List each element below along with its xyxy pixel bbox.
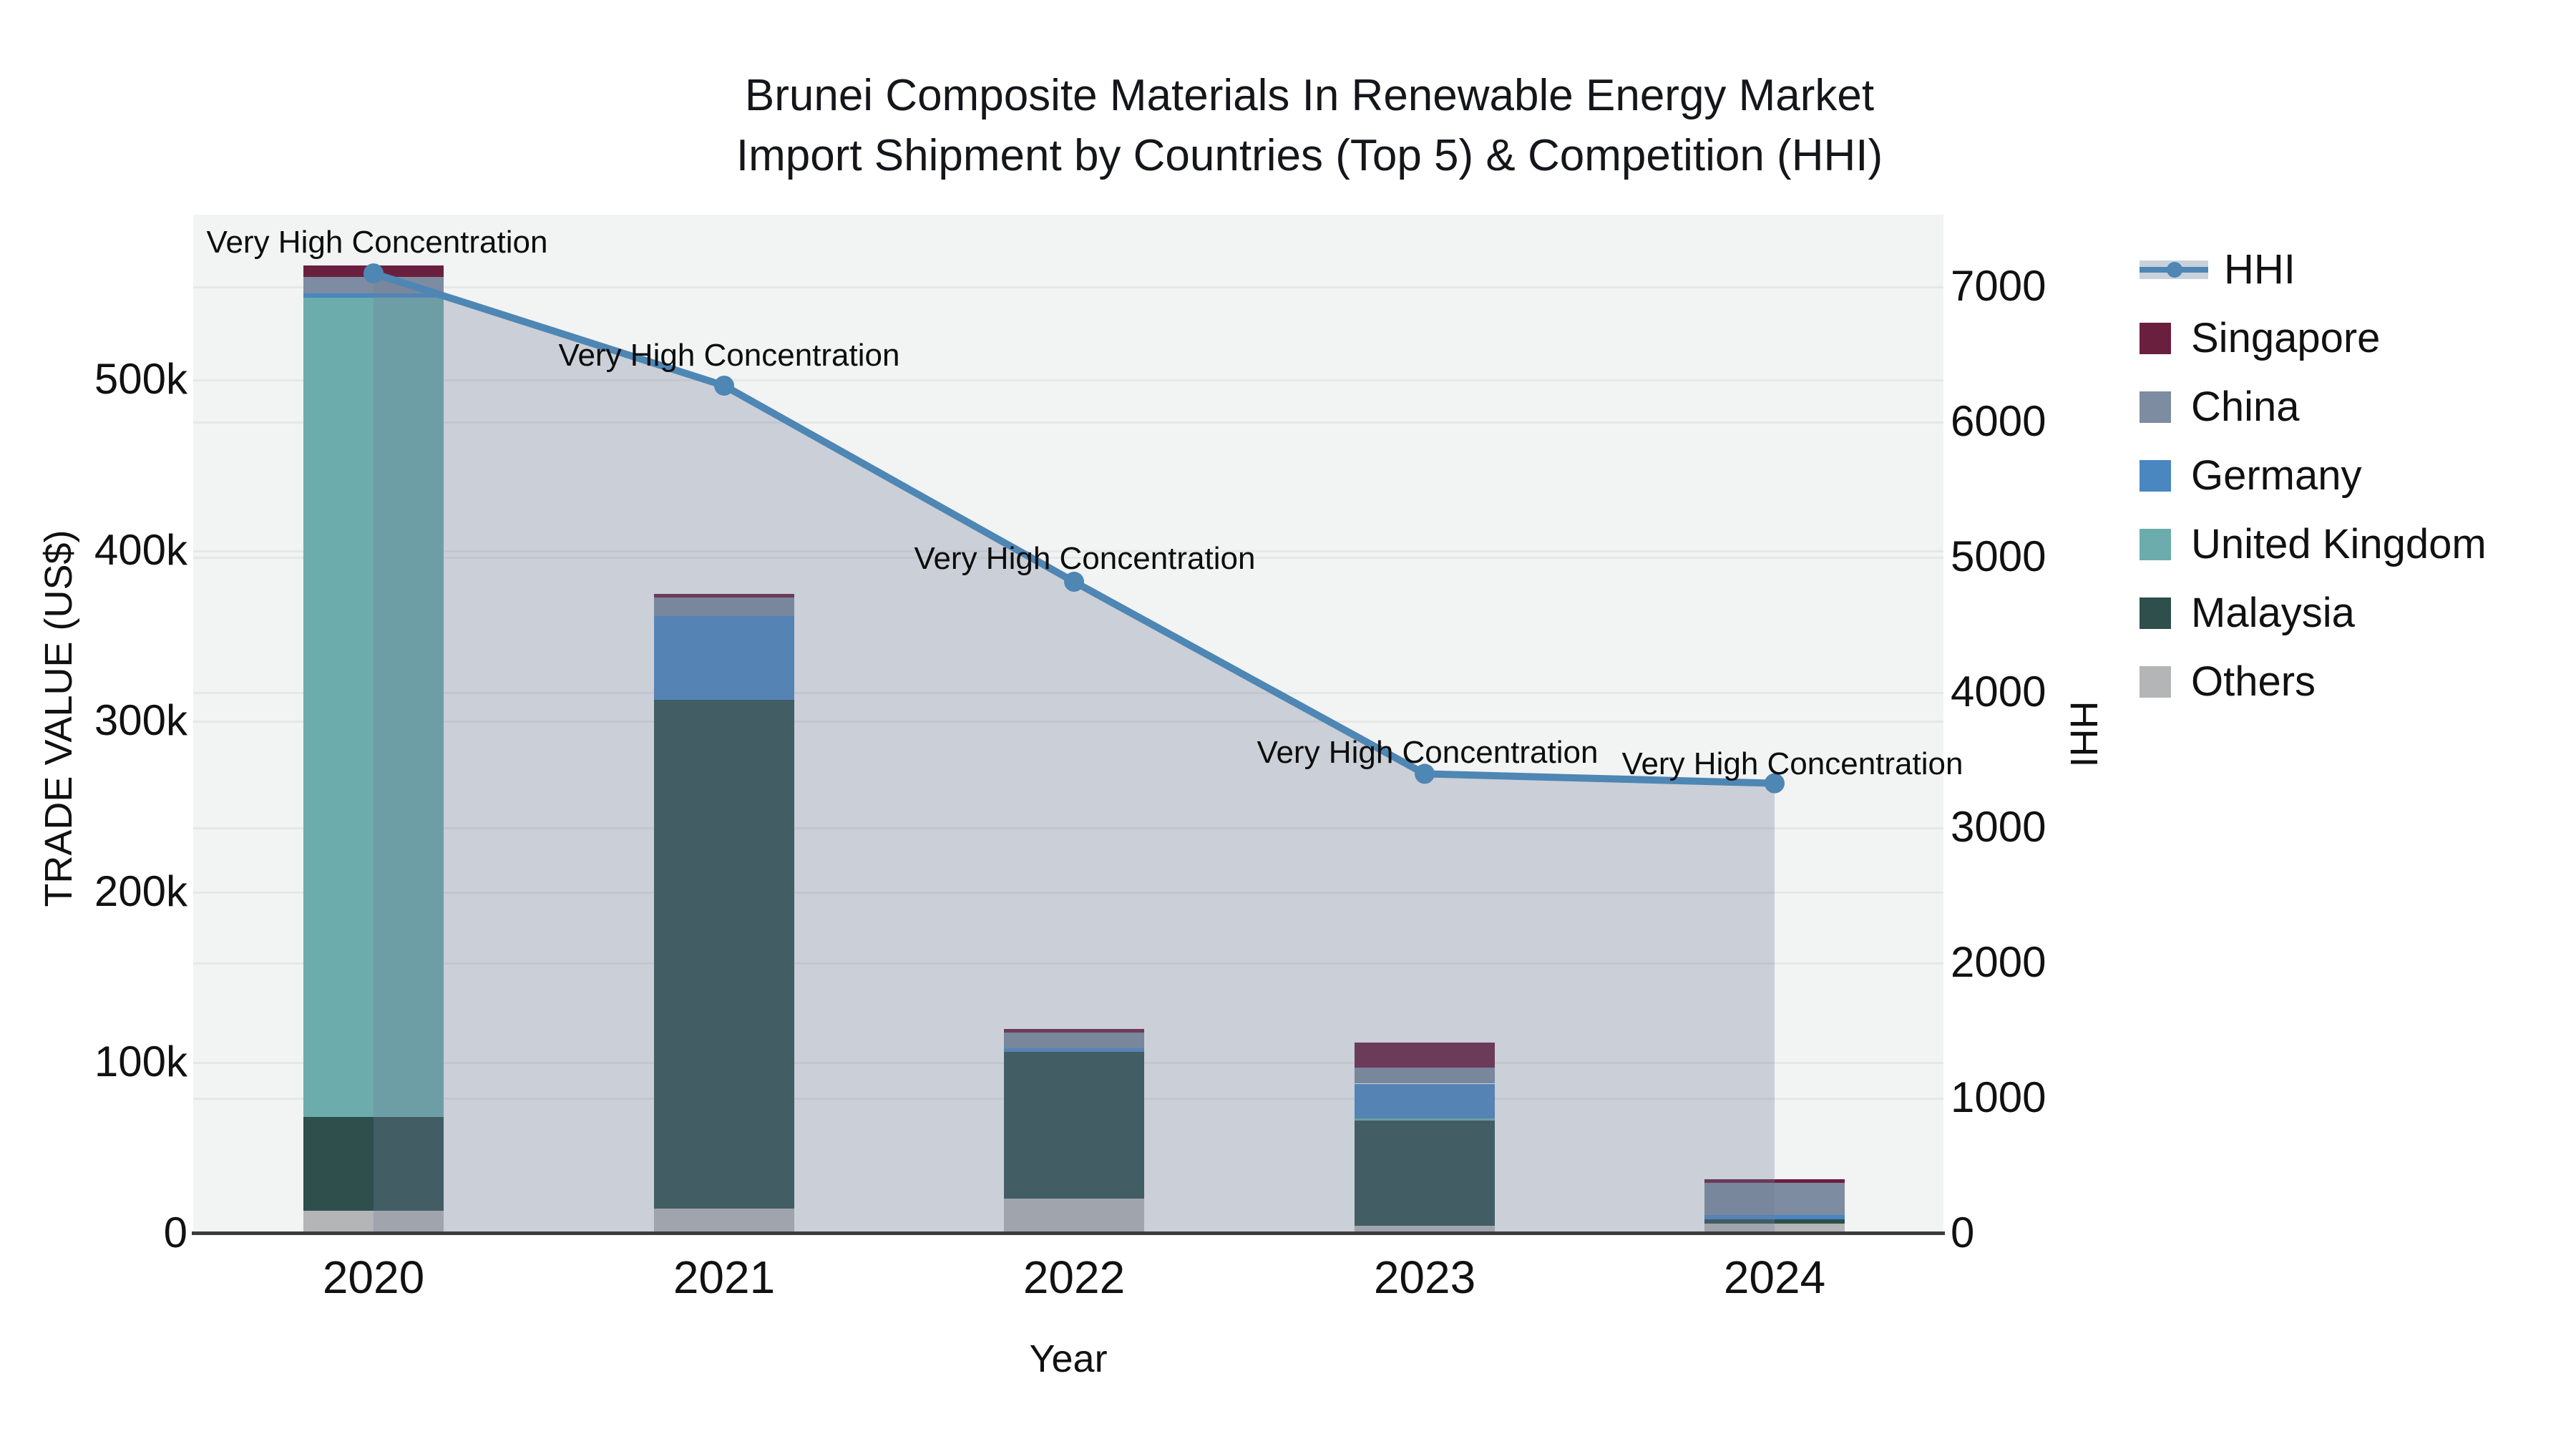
legend-item-germany[interactable]: Germany (2140, 452, 2362, 499)
legend-swatch-singapore (2140, 322, 2171, 354)
x-axis-line (192, 1231, 1945, 1235)
hhi-annotation: Very High Concentration (1621, 746, 1963, 781)
gridline-left (193, 891, 1943, 894)
chart-title-line1: Brunei Composite Materials In Renewable … (744, 71, 1875, 120)
y-left-tick-label: 500k (94, 355, 187, 403)
legend-label: Germany (2191, 452, 2362, 499)
y-left-tick-label: 100k (94, 1038, 187, 1086)
legend-item-others[interactable]: Others (2140, 658, 2316, 706)
legend-swatch-germany (2140, 459, 2171, 492)
bar-segment-others[interactable] (1004, 1198, 1144, 1234)
bar-segment-malaysia[interactable] (1004, 1051, 1144, 1199)
gridline-right (193, 421, 1943, 424)
y-left-tick-label: 400k (94, 525, 187, 574)
legend-label: Others (2191, 658, 2316, 705)
hhi-legend-symbol (2140, 254, 2208, 286)
x-tick-label: 2021 (673, 1252, 776, 1303)
bar-segment-singapore[interactable] (654, 593, 794, 597)
bar-segment-china[interactable] (1004, 1032, 1144, 1048)
bar-segment-singapore[interactable] (1004, 1028, 1144, 1033)
hhi-point[interactable] (714, 375, 734, 396)
gridline-right (193, 962, 1943, 965)
hhi-point[interactable] (1064, 572, 1084, 592)
legend-label: China (2191, 384, 2300, 430)
legend-label: United Kingdom (2191, 521, 2487, 567)
chart-title: Brunei Composite Materials In Renewable … (687, 66, 1932, 186)
bar-segment-others[interactable] (303, 1211, 444, 1234)
bar-segment-others[interactable] (1704, 1223, 1845, 1234)
hhi-annotation: Very High Concentration (206, 225, 548, 260)
y-left-tick-label: 0 (163, 1209, 187, 1257)
x-tick-label: 2022 (1023, 1252, 1126, 1303)
hhi-point[interactable] (1415, 763, 1435, 784)
gridline-left (193, 721, 1943, 723)
bar-segment-china[interactable] (654, 597, 794, 616)
bar-segment-germany[interactable] (1355, 1083, 1495, 1118)
y-right-tick-label: 5000 (1951, 532, 2046, 580)
y-right-tick-label: 4000 (1951, 668, 2046, 716)
legend-label: Malaysia (2191, 590, 2355, 636)
gridline-right (193, 557, 1943, 559)
bar-segment-malaysia[interactable] (303, 1117, 444, 1211)
bar-segment-singapore[interactable] (1704, 1179, 1845, 1183)
legend-label: Singapore (2191, 315, 2381, 361)
y-left-axis-title: TRADE VALUE (US$) (37, 530, 80, 907)
chart-title-line2: Import Shipment by Countries (Top 5) & C… (736, 131, 1883, 180)
legend-item-china[interactable]: China (2140, 383, 2300, 431)
bar-segment-others[interactable] (1355, 1226, 1495, 1234)
legend-label: HHI (2224, 246, 2296, 293)
legend-swatch-malaysia (2140, 597, 2171, 629)
bar-segment-malaysia[interactable] (654, 699, 794, 1209)
gridline-right (193, 692, 1943, 694)
x-tick-label: 2024 (1723, 1252, 1826, 1303)
bar-segment-china[interactable] (1355, 1067, 1495, 1084)
hhi-annotation: Very High Concentration (1257, 735, 1599, 771)
gridline-right (193, 827, 1943, 829)
gridline-left (193, 550, 1943, 552)
legend-item-hhi[interactable]: HHI (2140, 245, 2296, 293)
y-right-tick-label: 3000 (1951, 803, 2046, 851)
bar-segment-china[interactable] (1704, 1182, 1845, 1215)
y-right-tick-label: 2000 (1951, 938, 2046, 986)
bar-segment-germany[interactable] (303, 293, 444, 298)
legend-swatch-china (2140, 391, 2171, 423)
legend-swatch-others (2140, 665, 2171, 698)
y-left-tick-label: 300k (94, 696, 187, 745)
bar-segment-others[interactable] (654, 1208, 794, 1234)
bar-segment-united-kingdom[interactable] (303, 297, 444, 1118)
gridline-left (193, 379, 1943, 381)
bar-segment-singapore[interactable] (1355, 1043, 1495, 1068)
y-right-tick-label: 6000 (1951, 397, 2046, 445)
legend-item-malaysia[interactable]: Malaysia (2140, 589, 2355, 637)
bar-segment-germany[interactable] (654, 615, 794, 700)
y-right-tick-label: 1000 (1951, 1073, 2046, 1121)
x-tick-label: 2023 (1373, 1252, 1476, 1303)
y-right-tick-label: 0 (1951, 1209, 1975, 1257)
hhi-legend-dot (2167, 261, 2182, 278)
bar-segment-united-kingdom[interactable] (1355, 1118, 1495, 1121)
bar-segment-malaysia[interactable] (1355, 1121, 1495, 1226)
legend-item-united-kingdom[interactable]: United Kingdom (2140, 520, 2487, 568)
hhi-point[interactable] (364, 263, 384, 284)
hhi-point[interactable] (1765, 773, 1785, 794)
hhi-annotation: Very High Concentration (914, 541, 1256, 577)
y-right-axis-title: HHI (2062, 701, 2105, 768)
hhi-annotation: Very High Concentration (558, 337, 900, 373)
hhi-area-fill (374, 273, 1775, 1234)
y-right-tick-label: 7000 (1951, 262, 2046, 310)
bar-segment-germany[interactable] (1004, 1048, 1144, 1052)
y-left-tick-label: 200k (94, 867, 187, 915)
legend-swatch-united-kingdom (2140, 528, 2171, 560)
x-tick-label: 2020 (322, 1252, 425, 1303)
gridline-right (193, 286, 1943, 288)
x-axis-title: Year (1029, 1337, 1108, 1380)
bar-segment-germany[interactable] (1704, 1214, 1845, 1219)
legend-item-singapore[interactable]: Singapore (2140, 314, 2380, 362)
bar-segment-malaysia[interactable] (1704, 1219, 1845, 1224)
